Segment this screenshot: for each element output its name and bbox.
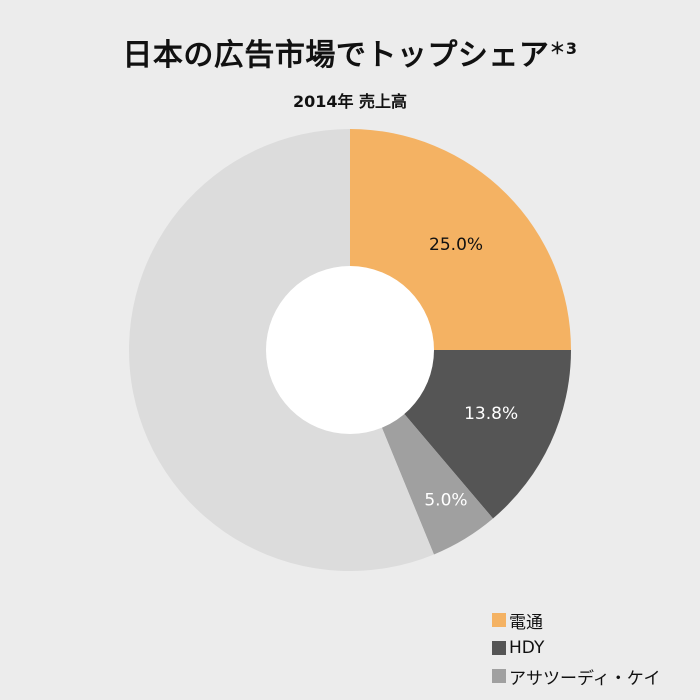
legend-item-adk: アサツーディ・ケイ — [492, 662, 660, 690]
chart-title-text: 日本の広告市場でトップシェア — [122, 38, 550, 73]
legend-label: 電通 — [509, 612, 543, 633]
legend-swatch — [492, 641, 506, 655]
legend-label: HDY — [509, 638, 545, 658]
slice-label: 25.0% — [429, 235, 483, 255]
legend-item-hdy: HDY — [492, 634, 660, 662]
legend-swatch — [492, 669, 506, 683]
legend-label: アサツーディ・ケイ — [509, 668, 661, 689]
chart-title-note: ＊3 — [549, 39, 578, 58]
chart-subtitle: 2014年 売上高 — [292, 92, 408, 111]
legend-swatch — [492, 613, 506, 627]
slice-label: 13.8% — [464, 404, 518, 424]
donut-hole — [266, 266, 434, 434]
chart-title: 日本の広告市場でトップシェア＊3 — [0, 30, 700, 74]
slice-label: 5.0% — [424, 490, 467, 510]
data-labels: 25.0% 13.8% 5.0% — [424, 235, 518, 511]
legend: 電通 HDY アサツーディ・ケイ — [492, 606, 660, 690]
legend-item-dentsu: 電通 — [492, 606, 660, 634]
